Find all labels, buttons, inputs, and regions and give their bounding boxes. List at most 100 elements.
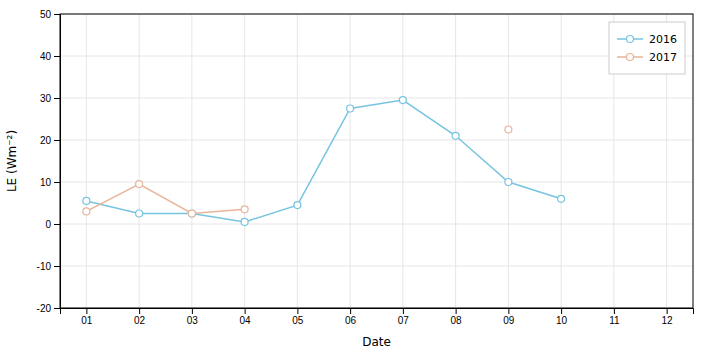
tick: 01 bbox=[81, 308, 93, 326]
tick: 20 bbox=[40, 135, 60, 146]
tick-mark bbox=[54, 266, 60, 267]
axis-line bbox=[54, 15, 61, 309]
tick-label: 11 bbox=[609, 315, 620, 326]
grid-line bbox=[60, 266, 693, 267]
point bbox=[241, 218, 248, 225]
tick: 40 bbox=[40, 51, 60, 62]
tick-mark bbox=[54, 182, 60, 183]
point bbox=[505, 126, 512, 133]
tick: 12 bbox=[662, 308, 674, 326]
tick-mark bbox=[508, 308, 509, 314]
point bbox=[83, 208, 90, 215]
grid-line bbox=[60, 98, 693, 99]
tick-label: 40 bbox=[40, 51, 52, 62]
point bbox=[83, 197, 90, 204]
tick-mark bbox=[86, 308, 87, 314]
tick-mark bbox=[54, 140, 60, 141]
tick: 05 bbox=[292, 308, 304, 326]
tick-mark bbox=[139, 308, 140, 314]
point bbox=[505, 179, 512, 186]
legend-label: 2016 bbox=[649, 33, 677, 46]
legend: 2016 2017 bbox=[609, 22, 685, 74]
tick-mark bbox=[456, 308, 457, 314]
tick: 03 bbox=[187, 308, 199, 326]
grid-line bbox=[244, 14, 245, 308]
legend-label: 2017 bbox=[649, 51, 677, 64]
x-axis: 01 02 03 04 05 06 07 08 09 10 11 12 bbox=[61, 308, 694, 326]
tick-label: 30 bbox=[40, 93, 52, 104]
tick: -10 bbox=[37, 261, 60, 272]
tick-label: 10 bbox=[40, 177, 52, 188]
tick-label: 0 bbox=[45, 219, 51, 230]
point bbox=[452, 132, 459, 139]
tick: 06 bbox=[345, 308, 357, 326]
chart: 01 02 03 04 05 06 07 08 09 10 11 12 -20 -10 0 10 20 30 40 5… bbox=[0, 0, 709, 354]
grid-line bbox=[297, 14, 298, 308]
point bbox=[347, 105, 354, 112]
y-axis-title: LE (Wm⁻²) bbox=[5, 130, 19, 192]
point bbox=[188, 210, 195, 217]
tick-mark bbox=[54, 56, 60, 57]
tick-mark bbox=[614, 308, 615, 314]
grid-line bbox=[60, 224, 693, 225]
plot-frame bbox=[60, 14, 693, 308]
tick-mark bbox=[297, 308, 298, 314]
point bbox=[399, 97, 406, 104]
tick: 11 bbox=[609, 308, 620, 326]
tick: -20 bbox=[37, 303, 60, 314]
series bbox=[83, 97, 565, 226]
line bbox=[86, 130, 508, 214]
tick-label: -10 bbox=[37, 261, 52, 272]
tick-label: 12 bbox=[662, 315, 674, 326]
grid-line bbox=[60, 182, 693, 183]
grid bbox=[60, 14, 693, 308]
tick: 04 bbox=[240, 308, 252, 326]
tick: 10 bbox=[40, 177, 60, 188]
tick-label: 02 bbox=[134, 315, 146, 326]
tick-mark bbox=[54, 98, 60, 99]
tick-label: 07 bbox=[398, 315, 410, 326]
legend-item: 2016 bbox=[617, 33, 677, 46]
point bbox=[136, 181, 143, 188]
grid-line bbox=[508, 14, 509, 308]
tick: 50 bbox=[40, 9, 60, 20]
point bbox=[558, 195, 565, 202]
point bbox=[294, 202, 301, 209]
point bbox=[188, 210, 195, 217]
point bbox=[136, 210, 143, 217]
tick-label: 04 bbox=[240, 315, 252, 326]
tick: 08 bbox=[451, 308, 463, 326]
tick-mark bbox=[54, 224, 60, 225]
tick: 07 bbox=[398, 308, 410, 326]
tick-label: 50 bbox=[40, 9, 52, 20]
point bbox=[241, 206, 248, 213]
tick-mark bbox=[561, 308, 562, 314]
tick-label: 09 bbox=[503, 315, 515, 326]
tick-mark bbox=[192, 308, 193, 314]
legend-box bbox=[609, 22, 685, 74]
tick-label: 06 bbox=[345, 315, 357, 326]
tick-label: -20 bbox=[37, 303, 52, 314]
tick-mark bbox=[54, 308, 60, 309]
grid-line bbox=[455, 14, 456, 308]
tick-mark bbox=[245, 308, 246, 314]
grid-line bbox=[561, 14, 562, 308]
y-axis: -20 -10 0 10 20 30 40 50 bbox=[37, 9, 61, 314]
axis-line bbox=[61, 309, 694, 315]
grid-line bbox=[60, 56, 693, 57]
line bbox=[86, 100, 561, 222]
tick: 0 bbox=[45, 219, 60, 230]
tick-label: 10 bbox=[556, 315, 568, 326]
grid-line bbox=[86, 14, 87, 308]
marks bbox=[83, 97, 565, 226]
tick: 10 bbox=[556, 308, 568, 326]
tick-mark bbox=[54, 14, 60, 15]
tick-mark bbox=[403, 308, 404, 314]
tick-label: 05 bbox=[292, 315, 304, 326]
tick: 30 bbox=[40, 93, 60, 104]
legend-marker bbox=[627, 36, 634, 43]
series bbox=[83, 126, 512, 217]
grid-line bbox=[139, 14, 140, 308]
grid-line bbox=[402, 14, 403, 308]
tick-mark bbox=[667, 308, 668, 314]
